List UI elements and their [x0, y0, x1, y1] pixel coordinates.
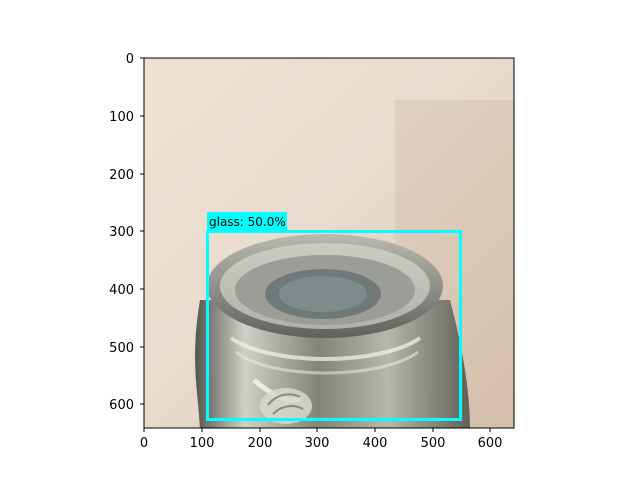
photo-image: [144, 58, 514, 428]
y-axis: 0 100 200 300 400 500 600: [109, 52, 144, 413]
y-tick-label: 400: [109, 283, 134, 298]
x-axis: 0 100 200 300 400 500 600: [140, 428, 503, 451]
plot-axes: [143, 57, 515, 429]
y-tick-label: 300: [109, 225, 134, 240]
x-tick-label: 500: [421, 436, 446, 451]
x-tick-label: 0: [140, 436, 148, 451]
y-tick-label: 200: [109, 168, 134, 183]
detection-box: [206, 230, 462, 421]
x-tick-label: 400: [363, 436, 388, 451]
x-tick-label: 600: [478, 436, 503, 451]
y-tick-label: 500: [109, 341, 134, 356]
y-tick-label: 600: [109, 398, 134, 413]
y-tick-label: 0: [126, 52, 134, 67]
x-tick-label: 200: [248, 436, 273, 451]
x-tick-label: 100: [190, 436, 215, 451]
x-tick-label: 300: [305, 436, 330, 451]
detection-label: glass: 50.0%: [209, 215, 286, 229]
y-tick-label: 100: [109, 110, 134, 125]
detection-label-background: [207, 212, 287, 230]
